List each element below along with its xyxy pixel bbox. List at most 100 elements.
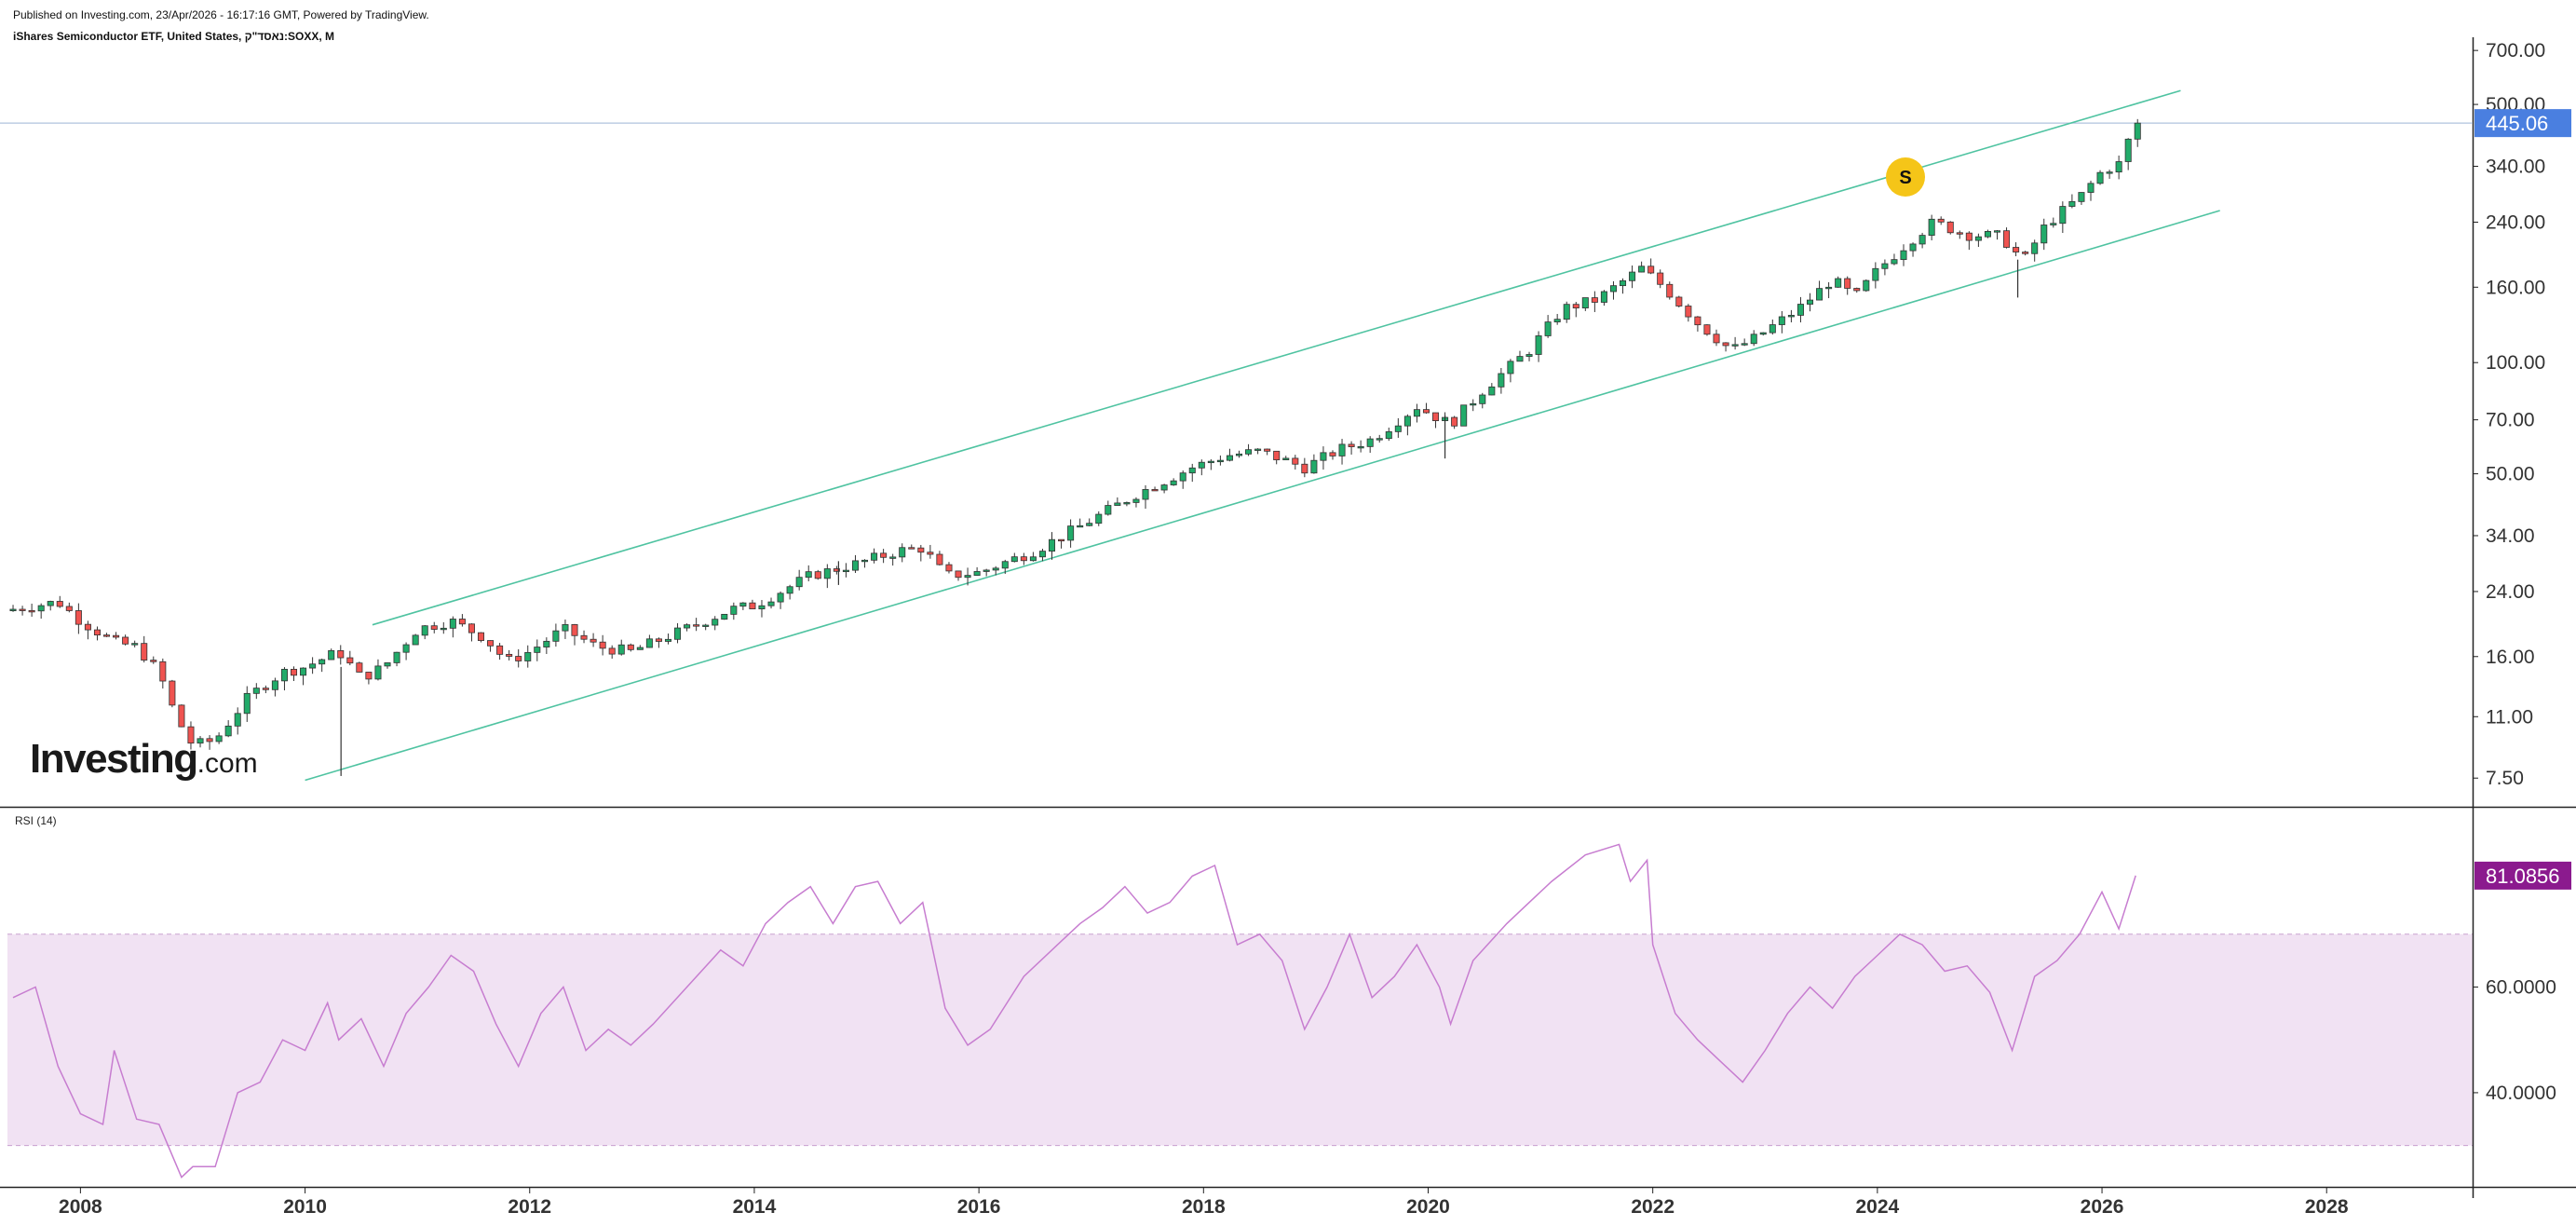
candle-up	[1620, 279, 1627, 287]
price-axis: 700.00500.00340.00240.00160.00100.0070.0…	[2473, 40, 2556, 1104]
candle-up	[964, 575, 971, 579]
candle-up	[664, 638, 671, 642]
candle-down	[1853, 288, 1861, 292]
candle-down	[1264, 448, 1271, 452]
candle-down	[1675, 296, 1683, 306]
candle-up	[871, 552, 878, 561]
candle-up	[2068, 200, 2076, 207]
price-tick-label: 70.00	[2486, 410, 2535, 431]
candle-down	[93, 629, 101, 636]
candle-up	[1750, 334, 1757, 345]
logo-brand: Investing	[30, 736, 198, 782]
candle-up	[1048, 538, 1056, 552]
candle-up	[1498, 373, 1505, 388]
candle-down	[1685, 306, 1692, 318]
price-tick-label: 700.00	[2486, 40, 2545, 61]
signal-marker	[1886, 157, 1926, 198]
candle-up	[777, 593, 784, 603]
rsi-tick-label: 60.0000	[2486, 976, 2556, 998]
candle-up	[1105, 505, 1112, 515]
time-axis: 2008 2010 2012 2014 2016 2018 2020 2022 2024 2026…	[59, 1188, 2349, 1218]
candle-down	[1722, 342, 1729, 347]
candle-up	[1731, 344, 1739, 347]
candle-down	[141, 643, 148, 661]
candle-up	[805, 571, 812, 579]
candle-down	[1058, 538, 1065, 542]
candle-up	[992, 567, 999, 571]
candle-down	[496, 645, 504, 655]
time-tick-label: 2014	[733, 1196, 777, 1218]
published-note: Published on Investing.com, 23/Apr/2026 …	[13, 8, 429, 21]
rsi-tick-label: 40.0000	[2486, 1083, 2556, 1104]
candle-up	[758, 605, 766, 610]
candle-up	[37, 605, 45, 612]
candle-up	[1123, 502, 1131, 505]
candle-up	[524, 651, 532, 661]
candle-down	[833, 568, 840, 572]
candle-down	[655, 638, 662, 642]
candle-up	[1563, 304, 1570, 320]
candle-down	[1666, 283, 1674, 298]
rsi-layer[interactable]	[12, 843, 2136, 1178]
candle-up	[2134, 122, 2141, 140]
candle-up	[1067, 525, 1075, 541]
candle-up	[1086, 523, 1093, 526]
investing-logo: Investing.com	[30, 736, 258, 783]
candle-down	[1844, 278, 1851, 289]
price-tick-label: 11.00	[2486, 706, 2533, 728]
candle-up	[1544, 321, 1552, 336]
candle-down	[1422, 409, 1430, 414]
candle-down	[814, 571, 821, 579]
value-badges: 445.06 81.0856	[2474, 109, 2571, 890]
price-tick-label: 16.00	[2486, 647, 2535, 668]
candle-up	[1029, 556, 1037, 562]
trend-channel	[305, 89, 2220, 782]
candle-down	[880, 552, 888, 558]
candle-up	[449, 619, 456, 629]
candle-up	[861, 559, 869, 563]
candle-down	[506, 653, 513, 657]
candle-up	[1385, 430, 1392, 440]
candles-layer[interactable]: S	[9, 118, 2141, 776]
candle-up	[1553, 319, 1561, 322]
candle-down	[955, 570, 962, 579]
candle-up	[795, 577, 803, 588]
candle-down	[262, 688, 269, 690]
candle-up	[973, 571, 981, 576]
candle-down	[103, 634, 111, 637]
candle-up	[739, 602, 747, 607]
candle-up	[1796, 304, 1804, 316]
candle-up	[842, 569, 849, 573]
candle-up	[712, 619, 719, 626]
candle-down	[113, 634, 120, 638]
candle-up	[384, 662, 391, 667]
channel-lower-line	[305, 210, 2220, 782]
candle-up	[9, 608, 17, 612]
candle-up	[1909, 243, 1917, 252]
candle-down	[477, 632, 485, 641]
candle-down	[150, 660, 157, 662]
candle-up	[645, 638, 653, 648]
candle-down	[187, 726, 195, 744]
candle-up	[1394, 425, 1402, 432]
candle-up	[412, 634, 419, 646]
candle-down	[65, 606, 73, 611]
candle-down	[1694, 316, 1702, 326]
price-tick-label: 340.00	[2486, 157, 2545, 178]
candle-down	[28, 609, 35, 613]
candle-up	[1357, 445, 1364, 449]
candle-down	[169, 680, 176, 706]
candle-up	[2031, 242, 2039, 254]
candle-down	[178, 704, 185, 728]
candle-up	[1460, 404, 1468, 427]
candle-down	[2022, 252, 2029, 254]
candle-up	[1254, 448, 1262, 451]
candle-up	[234, 713, 241, 727]
candle-up	[1863, 279, 1870, 292]
candle-up	[1806, 299, 1814, 305]
candle-up	[1207, 460, 1214, 464]
candle-up	[1581, 297, 1589, 309]
candle-up	[1160, 484, 1168, 491]
